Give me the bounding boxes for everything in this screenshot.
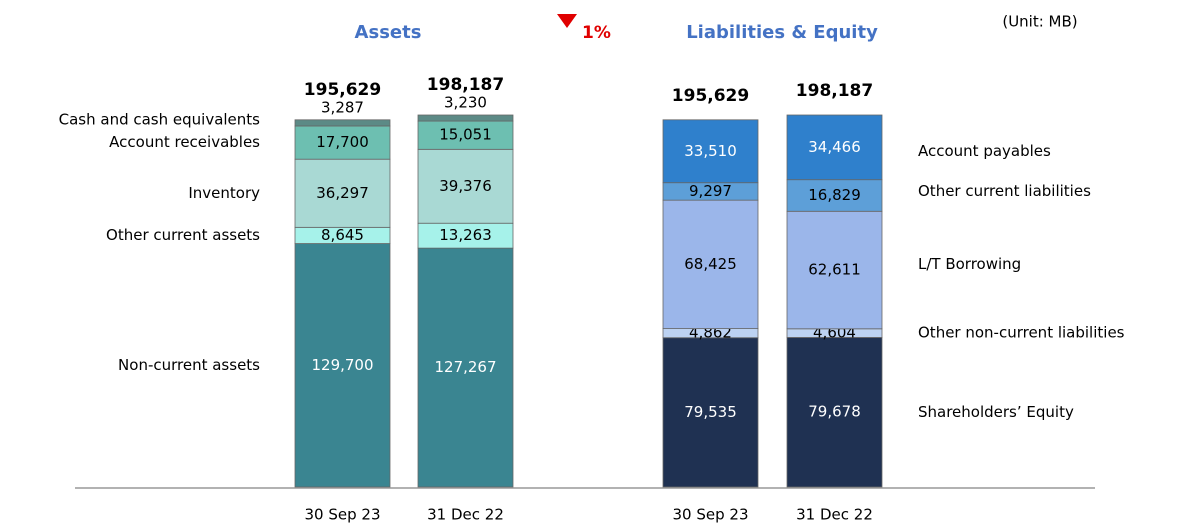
- down-arrow: [557, 14, 577, 28]
- x-tick-label: 31 Dec 22: [796, 506, 873, 524]
- legend-label: Account payables: [918, 142, 1051, 160]
- x-tick-label: 31 Dec 22: [427, 506, 504, 524]
- value-label: 3,287: [321, 98, 364, 116]
- x-tick-label: 30 Sep 23: [305, 506, 381, 524]
- bar-segment: [786, 210, 883, 330]
- bar-segment: [662, 337, 759, 488]
- legend-label: Inventory: [188, 184, 260, 202]
- value-label: 129,700: [311, 356, 373, 374]
- bar-segment: [417, 148, 514, 224]
- value-label: 127,267: [434, 358, 496, 376]
- legend-label: Other non-current liabilities: [918, 324, 1125, 342]
- value-label: 15,051: [439, 126, 492, 144]
- value-label: 9,297: [689, 182, 732, 200]
- legend-label: Other current assets: [106, 226, 260, 244]
- value-label: 62,611: [808, 261, 861, 279]
- value-label: 79,678: [808, 403, 861, 421]
- chart-title: Assets: [355, 22, 422, 43]
- bar-segment: [662, 119, 759, 184]
- value-label: 68,425: [684, 255, 737, 273]
- legend-label: Shareholders’ Equity: [918, 403, 1074, 421]
- bar-segment: [417, 114, 514, 122]
- bar-segment: [294, 119, 391, 127]
- bar-segment: [294, 158, 391, 228]
- total-label: 198,187: [796, 81, 873, 101]
- legend-label: Other current liabilities: [918, 182, 1091, 200]
- bar-segment: [786, 337, 883, 488]
- legend-label: Cash and cash equivalents: [59, 110, 261, 128]
- total-label: 195,629: [672, 86, 749, 106]
- bar-segment: [417, 222, 514, 249]
- value-label: 3,230: [444, 94, 487, 112]
- legend-label: L/T Borrowing: [918, 255, 1021, 273]
- bar-segment: [417, 247, 514, 488]
- value-label: 79,535: [684, 403, 737, 421]
- value-label: 16,829: [808, 186, 861, 204]
- value-label: 36,297: [316, 184, 369, 202]
- bar-segment: [417, 120, 514, 150]
- value-label: 33,510: [684, 142, 737, 160]
- chart-title: Liabilities & Equity: [686, 22, 878, 43]
- value-label: 17,700: [316, 133, 369, 151]
- total-label: 195,629: [304, 80, 381, 100]
- value-label: 34,466: [808, 138, 861, 156]
- bar-segment: [786, 114, 883, 181]
- total-label: 198,187: [427, 75, 504, 95]
- bar-segment: [294, 243, 391, 488]
- legend-label: Non-current assets: [118, 356, 260, 374]
- value-label: 39,376: [439, 177, 492, 195]
- value-label: 8,645: [321, 226, 364, 244]
- unit-label: (Unit: MB): [1002, 13, 1077, 31]
- x-tick-label: 30 Sep 23: [673, 506, 749, 524]
- value-label: 13,263: [439, 226, 492, 244]
- legend-label: Account receivables: [109, 133, 260, 151]
- bar-segment: [662, 199, 759, 329]
- change-label: 1%: [582, 23, 611, 43]
- bar-segment: [786, 179, 883, 212]
